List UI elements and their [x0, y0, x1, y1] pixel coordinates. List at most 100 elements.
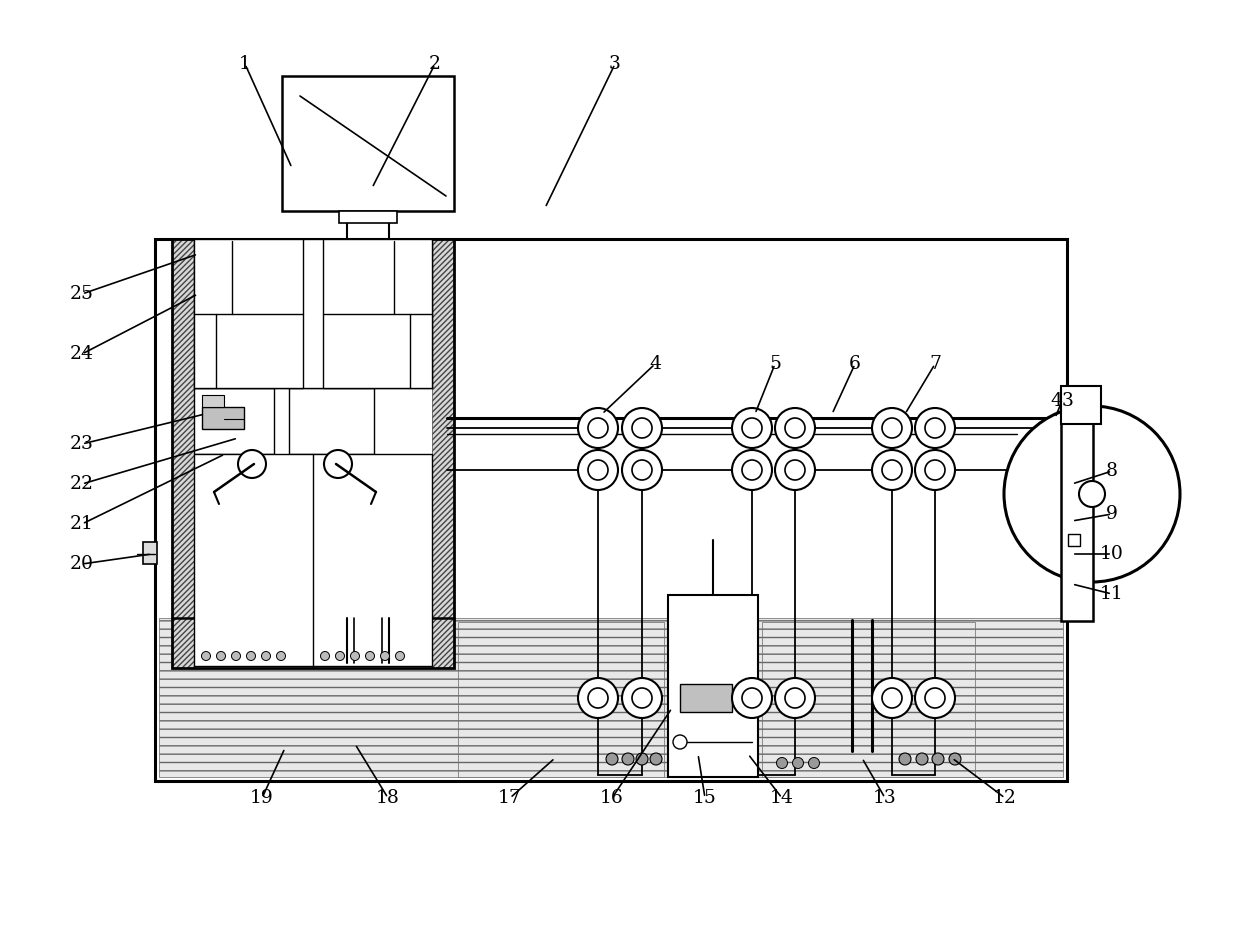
Circle shape — [785, 418, 805, 438]
Text: 10: 10 — [1100, 545, 1123, 563]
Bar — [143, 542, 157, 564]
Bar — [202, 395, 224, 407]
Circle shape — [673, 735, 687, 749]
Circle shape — [899, 753, 911, 765]
Bar — [159, 618, 1063, 777]
Circle shape — [1004, 406, 1180, 582]
Circle shape — [632, 460, 652, 480]
Text: 6: 6 — [849, 355, 861, 373]
Circle shape — [578, 408, 618, 448]
Bar — [193, 454, 432, 666]
Circle shape — [636, 753, 649, 765]
Circle shape — [247, 652, 255, 660]
Text: 7: 7 — [929, 355, 941, 373]
Circle shape — [915, 450, 955, 490]
Circle shape — [872, 678, 911, 718]
Circle shape — [916, 753, 928, 765]
Bar — [458, 622, 663, 777]
Circle shape — [217, 652, 226, 660]
Text: 16: 16 — [600, 789, 624, 807]
Bar — [155, 239, 1066, 781]
Circle shape — [925, 418, 945, 438]
Circle shape — [588, 688, 608, 708]
Bar — [193, 239, 304, 388]
Text: 17: 17 — [498, 789, 522, 807]
Bar — [680, 684, 732, 712]
Text: 20: 20 — [69, 555, 94, 573]
Circle shape — [396, 652, 404, 660]
Circle shape — [882, 418, 901, 438]
Circle shape — [775, 408, 815, 448]
Bar — [289, 388, 374, 454]
Text: 2: 2 — [429, 55, 441, 73]
Circle shape — [588, 460, 608, 480]
Text: 13: 13 — [873, 789, 897, 807]
Circle shape — [381, 652, 389, 660]
Bar — [347, 211, 389, 239]
Circle shape — [351, 652, 360, 660]
Circle shape — [925, 688, 945, 708]
Text: 3: 3 — [609, 55, 621, 73]
Text: 4: 4 — [649, 355, 661, 373]
Text: 23: 23 — [71, 435, 94, 453]
Circle shape — [872, 450, 911, 490]
Circle shape — [588, 418, 608, 438]
Circle shape — [949, 753, 961, 765]
Circle shape — [775, 678, 815, 718]
Bar — [322, 239, 432, 388]
Bar — [172, 239, 454, 668]
Circle shape — [742, 460, 763, 480]
Circle shape — [632, 418, 652, 438]
Circle shape — [792, 757, 804, 769]
Bar — [668, 595, 758, 777]
Circle shape — [776, 757, 787, 769]
Circle shape — [320, 652, 330, 660]
Text: 9: 9 — [1106, 505, 1118, 523]
Circle shape — [238, 450, 267, 478]
Bar — [763, 622, 975, 777]
Circle shape — [366, 652, 374, 660]
Circle shape — [742, 418, 763, 438]
Bar — [339, 211, 397, 223]
Circle shape — [808, 757, 820, 769]
Circle shape — [882, 688, 901, 708]
Circle shape — [622, 408, 662, 448]
Bar — [159, 618, 1063, 777]
Bar — [281, 76, 454, 211]
Circle shape — [650, 753, 662, 765]
Bar — [193, 388, 274, 454]
Circle shape — [1079, 481, 1105, 507]
Circle shape — [277, 652, 285, 660]
Circle shape — [785, 688, 805, 708]
Text: 14: 14 — [770, 789, 794, 807]
Circle shape — [915, 408, 955, 448]
Text: 18: 18 — [376, 789, 401, 807]
Text: 25: 25 — [69, 285, 94, 303]
Circle shape — [632, 688, 652, 708]
Bar — [1061, 386, 1092, 621]
Text: 15: 15 — [693, 789, 717, 807]
Bar — [1061, 386, 1101, 424]
Circle shape — [201, 652, 211, 660]
Circle shape — [742, 688, 763, 708]
Text: 5: 5 — [769, 355, 781, 373]
Text: 43: 43 — [1050, 392, 1074, 410]
Text: 19: 19 — [250, 789, 274, 807]
Circle shape — [925, 460, 945, 480]
Text: 24: 24 — [69, 345, 94, 363]
Circle shape — [785, 460, 805, 480]
Circle shape — [775, 450, 815, 490]
Circle shape — [622, 753, 634, 765]
Circle shape — [932, 753, 944, 765]
Circle shape — [324, 450, 352, 478]
Bar — [1068, 534, 1080, 546]
Bar — [193, 239, 432, 388]
Text: 21: 21 — [71, 515, 94, 533]
Bar — [172, 239, 193, 668]
Circle shape — [915, 678, 955, 718]
Circle shape — [606, 753, 618, 765]
Circle shape — [732, 450, 773, 490]
Circle shape — [622, 450, 662, 490]
Text: 1: 1 — [239, 55, 250, 73]
Circle shape — [578, 678, 618, 718]
